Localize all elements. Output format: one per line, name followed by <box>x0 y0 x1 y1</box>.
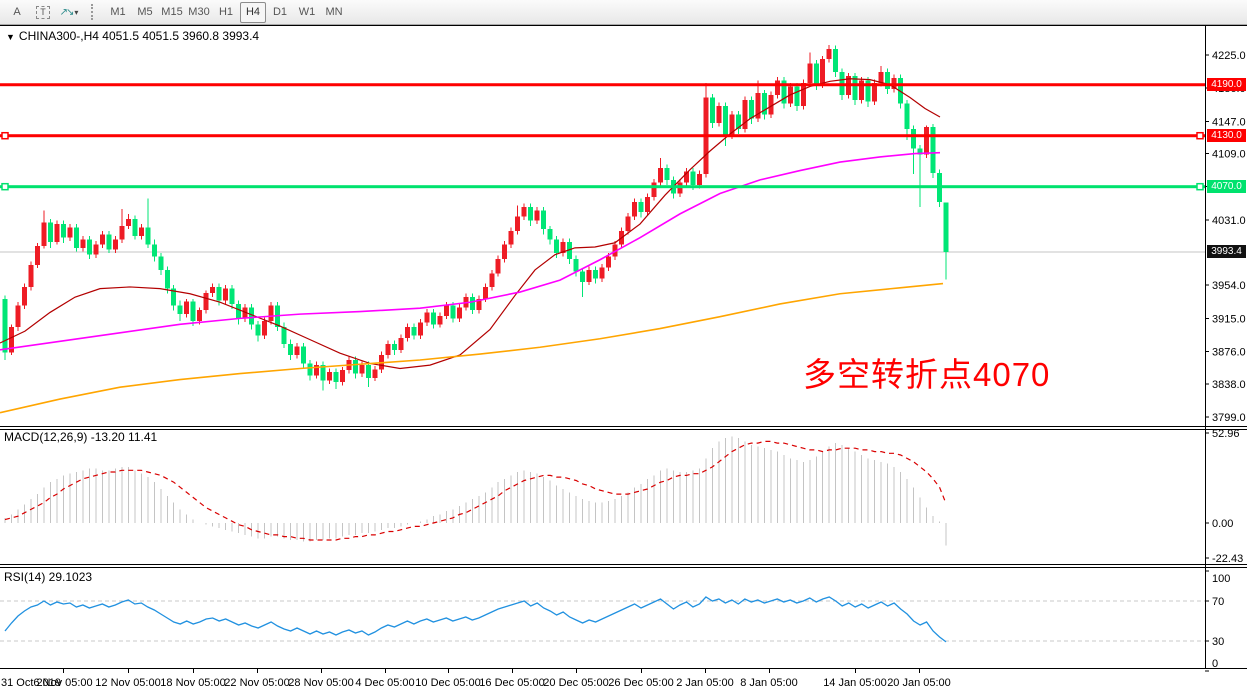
hline-handle[interactable] <box>1196 182 1204 191</box>
tf-button-M1[interactable]: M1 <box>110 6 126 18</box>
price-tick-label: 3876.0 <box>1212 347 1246 359</box>
rsi-scale-label: 70 <box>1212 596 1224 608</box>
rsi-scale-label: 100 <box>1212 573 1230 585</box>
chart-dropdown-icon[interactable]: ▼ <box>6 32 15 42</box>
time-tick-label: 2 Jan 05:00 <box>676 677 734 689</box>
hline-4130.0[interactable] <box>0 134 1205 138</box>
price-tick-label: 4031.0 <box>1212 215 1246 227</box>
rsi-scale-labels[interactable]: 100 70 30 0 <box>1205 570 1230 672</box>
time-tick-label: 12 Nov 05:00 <box>95 677 160 689</box>
arrows-icon: ↗↘ <box>59 6 75 18</box>
price-tick-label: 3954.0 <box>1212 280 1246 292</box>
toolbar-grip[interactable] <box>91 4 97 20</box>
time-tick-label: 20 Dec 05:00 <box>543 677 608 689</box>
tf-button-MN[interactable]: MN <box>325 6 343 18</box>
annotation-text[interactable]: 多空转折点4070 <box>803 356 1051 393</box>
time-tick-label: 31 Oct 2019 <box>1 677 61 689</box>
bid-price-badge: 3993.4 <box>1207 245 1246 259</box>
candles-layer <box>2 44 949 391</box>
tf-button-H1[interactable]: H1 <box>218 6 234 18</box>
time-tick-label: 28 Nov 05:00 <box>288 677 353 689</box>
price-tick-label: 3838.0 <box>1212 379 1246 391</box>
chart-title-text: CHINA300-,H4 4051.5 4051.5 3960.8 3993.4 <box>18 29 260 43</box>
time-tick-label: 20 Jan 05:00 <box>887 677 951 689</box>
tf-button-M30[interactable]: M30 <box>188 6 210 18</box>
time-tick-label: 10 Dec 05:00 <box>415 677 480 689</box>
rsi-scale-label: 30 <box>1212 636 1224 648</box>
tf-button-D1[interactable]: D1 <box>272 6 288 18</box>
price-tick-label: 4147.0 <box>1212 116 1246 128</box>
ma-mid-line <box>0 151 941 351</box>
ma-fast-line <box>0 78 941 370</box>
time-tick-label: 8 Jan 05:00 <box>740 677 798 689</box>
macd-scale-label: 0.00 <box>1212 518 1233 530</box>
time-tick-label: 16 Dec 05:00 <box>479 677 544 689</box>
rsi-line <box>4 596 947 643</box>
cursor-tool-button[interactable]: A <box>13 6 21 18</box>
time-tick-label: 18 Nov 05:00 <box>160 677 225 689</box>
tf-button-H4[interactable]: H4 <box>240 1 266 23</box>
price-badge-4070: 4070.0 <box>1207 180 1246 194</box>
text-label-icon: T <box>36 5 50 19</box>
moving-averages-layer <box>0 78 944 414</box>
dropdown-caret-icon: ▾ <box>74 7 79 17</box>
time-tick-label: 26 Dec 05:00 <box>608 677 673 689</box>
price-tick-label: 4109.0 <box>1212 149 1246 161</box>
macd-pane <box>4 436 947 546</box>
price-axis[interactable] <box>1205 27 1247 668</box>
chart-title: ▼ CHINA300-,H4 4051.5 4051.5 3960.8 3993.… <box>6 29 259 43</box>
time-tick-label: 4 Dec 05:00 <box>355 677 414 689</box>
macd-scale-label: 52.96 <box>1212 428 1240 440</box>
time-tick-label: 22 Nov 05:00 <box>224 677 289 689</box>
macd-signal-line <box>4 440 947 541</box>
timeframe-group: M1 M5 M15 M30 H1 H4 D1 W1 MN <box>105 1 347 23</box>
rsi-scale-label: 0 <box>1212 658 1218 670</box>
time-axis[interactable] <box>0 669 1205 694</box>
toolbar: A T ↗↘ ▾ M1 M5 M15 M30 H1 H4 D1 W1 MN <box>0 0 1247 25</box>
tf-button-W1[interactable]: W1 <box>298 6 316 18</box>
rsi-pane <box>0 596 1205 643</box>
time-tick-label: 6 Nov 05:00 <box>33 677 92 689</box>
price-tick-label: 3915.0 <box>1212 313 1246 325</box>
price-badge-4190: 4190.0 <box>1207 78 1246 92</box>
hline-4190.0[interactable] <box>0 83 1205 87</box>
hline-handle[interactable] <box>1 182 9 191</box>
price-tick-label: 3799.0 <box>1212 412 1246 424</box>
hline-4070.0[interactable] <box>0 185 1205 189</box>
tf-button-M5[interactable]: M5 <box>137 6 153 18</box>
macd-scale-labels[interactable]: 52.96 0.00 -22.43 <box>1205 428 1243 565</box>
time-tick-label: 14 Jan 05:00 <box>823 677 887 689</box>
macd-indicator-label: MACD(12,26,9) -13.20 11.41 <box>4 430 158 444</box>
rsi-indicator-label: RSI(14) 29.1023 <box>4 570 93 584</box>
hline-handle[interactable] <box>1 131 9 140</box>
ma-slow-line <box>0 282 944 414</box>
price-badge-4130: 4130.0 <box>1207 129 1246 143</box>
pane-borders <box>0 25 1247 669</box>
macd-scale-label: -22.43 <box>1212 553 1243 565</box>
text-label-tool-button[interactable]: T <box>31 1 55 23</box>
hline-handle[interactable] <box>1196 131 1204 140</box>
arrows-tool-button[interactable]: ↗↘ ▾ <box>57 1 81 23</box>
tf-button-M15[interactable]: M15 <box>161 6 183 18</box>
price-tick-label: 4225.0 <box>1212 50 1246 62</box>
horizontal-lines-layer[interactable] <box>0 83 1205 191</box>
